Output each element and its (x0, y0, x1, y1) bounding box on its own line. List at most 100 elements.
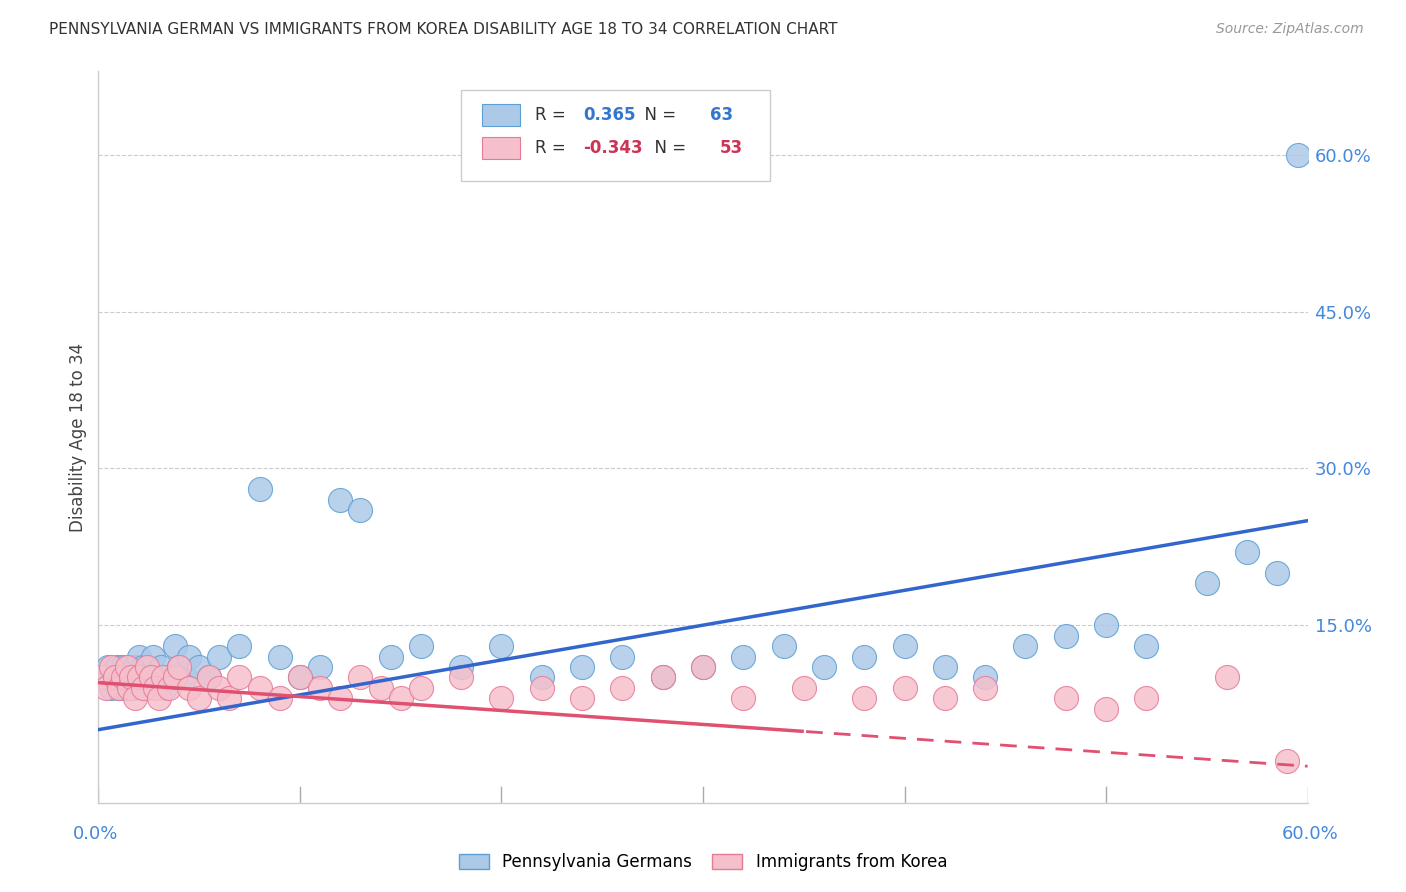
Point (105, 660, 128, 674)
Point (1236, 545, 1258, 559)
Point (118, 660, 141, 674)
Point (530, 681, 553, 695)
Point (288, 670, 311, 684)
Point (163, 639, 186, 653)
Point (1277, 754, 1299, 768)
Text: 63: 63 (710, 106, 734, 124)
Point (772, 639, 794, 653)
Y-axis label: Disability Age 18 to 34: Disability Age 18 to 34 (69, 343, 87, 532)
Point (148, 691, 170, 706)
Text: Source: ZipAtlas.com: Source: ZipAtlas.com (1216, 22, 1364, 37)
Point (651, 670, 673, 684)
Point (132, 660, 155, 674)
Point (135, 660, 157, 674)
Point (208, 681, 231, 695)
Point (107, 681, 129, 695)
Point (571, 691, 593, 706)
Point (129, 670, 152, 684)
Point (309, 660, 332, 674)
Point (96, 681, 118, 695)
Point (1286, 148, 1309, 162)
Text: 0.365: 0.365 (583, 106, 636, 124)
Point (249, 681, 271, 695)
Point (120, 670, 142, 684)
Point (1095, 618, 1118, 632)
Point (612, 649, 634, 664)
Point (651, 670, 673, 684)
Point (974, 681, 997, 695)
Point (733, 691, 755, 706)
Point (733, 649, 755, 664)
Point (107, 681, 129, 695)
Point (157, 681, 180, 695)
Point (198, 670, 221, 684)
Point (1135, 691, 1157, 706)
Point (128, 649, 150, 664)
Point (1195, 576, 1218, 591)
Point (249, 483, 271, 497)
Point (100, 660, 122, 674)
Point (853, 691, 876, 706)
Point (121, 681, 143, 695)
Point (143, 681, 166, 695)
Point (167, 660, 190, 674)
Point (1054, 629, 1077, 643)
Point (208, 649, 231, 664)
Point (146, 670, 169, 684)
Point (1054, 691, 1077, 706)
Point (389, 691, 412, 706)
Point (853, 649, 876, 664)
Point (228, 639, 250, 653)
Point (793, 681, 815, 695)
Point (491, 691, 513, 706)
Text: N =: N = (644, 139, 692, 157)
Point (103, 670, 125, 684)
Point (124, 660, 146, 674)
Text: 53: 53 (720, 139, 742, 157)
Point (491, 639, 513, 653)
Point (1135, 639, 1157, 653)
Point (91, 670, 114, 684)
Point (142, 649, 165, 664)
Point (380, 649, 402, 664)
Point (110, 670, 132, 684)
Point (111, 670, 134, 684)
Point (329, 691, 352, 706)
Point (692, 660, 714, 674)
Point (157, 670, 180, 684)
Point (93, 670, 115, 684)
Text: N =: N = (634, 106, 682, 124)
Point (409, 639, 432, 653)
Point (100, 681, 122, 695)
Point (114, 681, 136, 695)
Point (813, 660, 835, 674)
Point (1095, 702, 1118, 716)
Point (329, 492, 352, 507)
Point (149, 660, 172, 674)
Text: R =: R = (534, 139, 571, 157)
Point (134, 681, 156, 695)
Point (128, 670, 150, 684)
Point (188, 691, 211, 706)
Point (138, 670, 160, 684)
Point (934, 660, 956, 674)
Text: PENNSYLVANIA GERMAN VS IMMIGRANTS FROM KOREA DISABILITY AGE 18 TO 34 CORRELATION: PENNSYLVANIA GERMAN VS IMMIGRANTS FROM K… (49, 22, 838, 37)
Point (269, 691, 291, 706)
Text: -0.343: -0.343 (583, 139, 643, 157)
Point (530, 670, 553, 684)
Point (179, 681, 201, 695)
Point (163, 670, 186, 684)
Point (612, 681, 634, 695)
Point (115, 660, 138, 674)
Text: R =: R = (534, 106, 571, 124)
Point (934, 691, 956, 706)
Point (893, 681, 915, 695)
Text: 0.0%: 0.0% (73, 825, 118, 843)
Point (893, 639, 915, 653)
Point (167, 660, 190, 674)
Point (179, 649, 201, 664)
Point (571, 660, 593, 674)
FancyBboxPatch shape (482, 104, 520, 127)
Point (1014, 639, 1036, 653)
Point (349, 670, 371, 684)
